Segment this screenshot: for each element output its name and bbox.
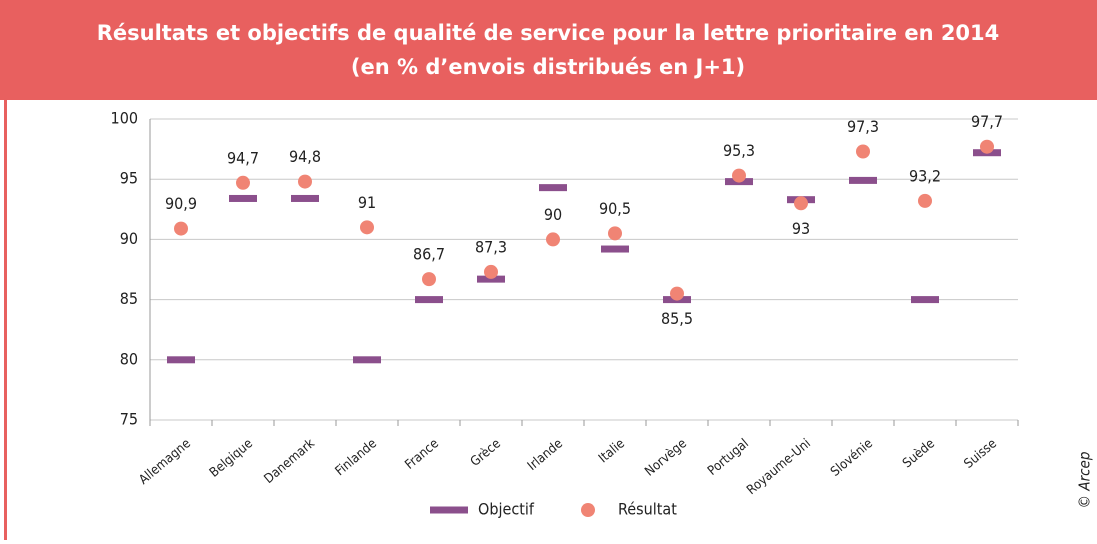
data-label: 91 (358, 193, 376, 212)
data-label: 87,3 (475, 237, 507, 256)
y-tick-label: 100 (111, 109, 138, 128)
data-label: 90 (544, 205, 562, 224)
y-tick-label: 90 (120, 229, 138, 248)
x-tick-label: Portugal (705, 436, 752, 479)
x-tick-label: Suisse (961, 436, 999, 472)
objective-marker (291, 194, 319, 202)
result-marker (360, 220, 374, 235)
result-marker (980, 139, 994, 154)
objective-marker (167, 356, 195, 364)
x-tick-label: Suède (900, 436, 938, 471)
frame-left (4, 100, 7, 540)
x-tick-label: Italie (596, 436, 628, 466)
x-tick-label: Danemark (261, 436, 317, 487)
chart-subtitle: (en % d’envois distribués en J+1) (351, 55, 745, 79)
x-tick-label: Allemagne (136, 436, 193, 488)
x-tick-label: Slovénie (828, 436, 876, 480)
result-marker (732, 168, 746, 183)
x-tick-label: Belgique (207, 436, 256, 480)
legend-swatch (430, 506, 468, 514)
data-label: 97,3 (847, 117, 879, 136)
result-marker (608, 226, 622, 241)
data-label: 90,9 (165, 194, 197, 213)
result-marker (856, 144, 870, 159)
objective-marker (415, 296, 443, 304)
y-tick-label: 80 (120, 349, 138, 368)
result-marker (236, 175, 250, 190)
objective-marker (353, 356, 381, 364)
legend-label: Objectif (478, 500, 535, 519)
result-marker (794, 196, 808, 211)
result-marker (298, 174, 312, 189)
credit: © Arcep (1076, 452, 1094, 509)
chart-title: Résultats et objectifs de qualité de ser… (97, 21, 1000, 45)
x-tick-label: Grèce (468, 436, 504, 470)
result-marker (422, 272, 436, 287)
objective-marker (911, 296, 939, 304)
x-tick-label: Norvège (642, 436, 690, 479)
legend-swatch (581, 503, 595, 517)
data-label: 94,8 (289, 147, 321, 166)
data-label: 90,5 (599, 199, 631, 218)
data-label: 93,2 (909, 166, 941, 185)
objective-marker (539, 184, 567, 192)
y-tick-label: 95 (120, 169, 138, 188)
data-label: 93 (792, 219, 810, 238)
result-marker (918, 193, 932, 208)
x-tick-label: France (402, 436, 441, 472)
x-tick-label: Royaume-Uni (744, 436, 814, 498)
data-label: 85,5 (661, 309, 693, 328)
x-tick-label: Irlande (525, 436, 566, 474)
objective-marker (229, 194, 257, 202)
objective-marker (849, 176, 877, 184)
data-label: 95,3 (723, 141, 755, 160)
x-tick-label: Finlande (333, 436, 380, 479)
data-label: 97,7 (971, 112, 1003, 131)
title-banner (0, 0, 1097, 100)
result-marker (174, 221, 188, 236)
data-label: 86,7 (413, 245, 445, 264)
y-tick-label: 85 (120, 289, 138, 308)
objective-marker (601, 245, 629, 253)
y-tick-label: 75 (120, 410, 138, 429)
result-marker (484, 264, 498, 279)
objective-marker (477, 275, 505, 283)
data-label: 94,7 (227, 148, 259, 167)
result-marker (546, 232, 560, 247)
legend-label: Résultat (618, 500, 677, 519)
result-marker (670, 286, 684, 301)
